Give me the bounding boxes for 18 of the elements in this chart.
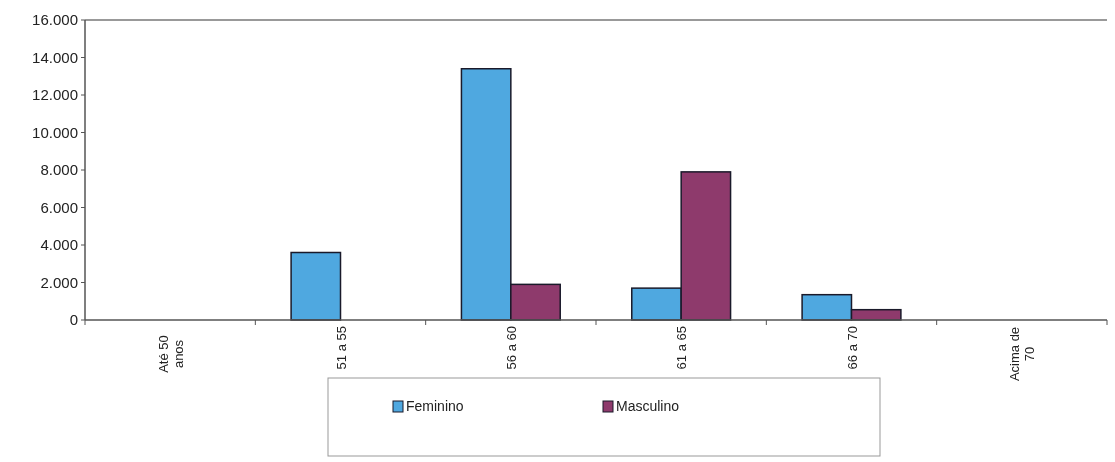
x-tick-label: Até 50 anos	[155, 335, 186, 373]
y-tick-label: 16.000	[32, 11, 78, 29]
legend-label: Feminino	[406, 398, 464, 414]
x-tick-label: 61 a 65	[674, 326, 690, 370]
y-tick-label: 0	[69, 311, 78, 329]
x-tick-label: Acima de 70	[1007, 326, 1038, 382]
x-tick-label: 66 a 70	[844, 326, 860, 370]
y-tick-label: 12.000	[32, 86, 78, 104]
y-tick-label: 14.000	[32, 48, 78, 66]
y-tick-label: 6.000	[40, 198, 78, 216]
x-tick-label: 56 a 60	[503, 326, 519, 370]
y-tick-label: 4.000	[40, 236, 78, 254]
y-tick-label: 10.000	[32, 123, 78, 141]
legend-label: Masculino	[616, 398, 680, 414]
bar	[290, 251, 342, 321]
x-tick-label: 51 a 55	[333, 326, 349, 370]
y-tick-label: 8.000	[40, 161, 78, 179]
y-tick-label: 2.000	[40, 273, 78, 291]
